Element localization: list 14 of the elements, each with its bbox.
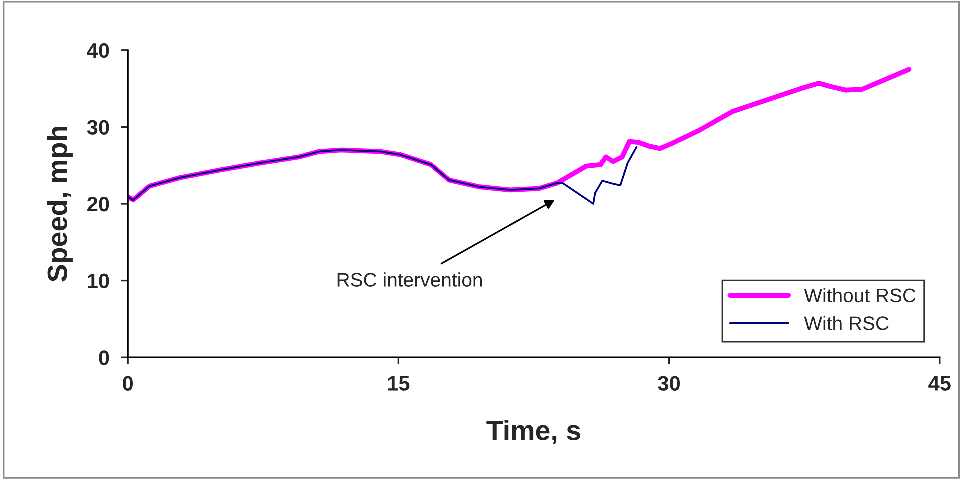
y-tick-label: 0 [99,350,110,366]
y-tick-label: 30 [87,120,110,135]
annotation: RSC intervention [338,272,482,287]
x-tick-label: 30 [658,376,680,391]
x-axis-title: Time, s [486,420,580,445]
y-tick-label: 10 [88,274,110,289]
y-tick-label: 40 [87,43,110,58]
x-tick-label: 45 [928,376,951,391]
legend-label: Without RSC [804,288,916,303]
x-tick-label: 15 [388,376,410,391]
y-axis-title: Speed, mph [47,127,73,282]
legend-label: With RSC [804,316,889,330]
x-tick-label: 0 [123,376,134,391]
y-tick-label: 20 [88,197,110,212]
